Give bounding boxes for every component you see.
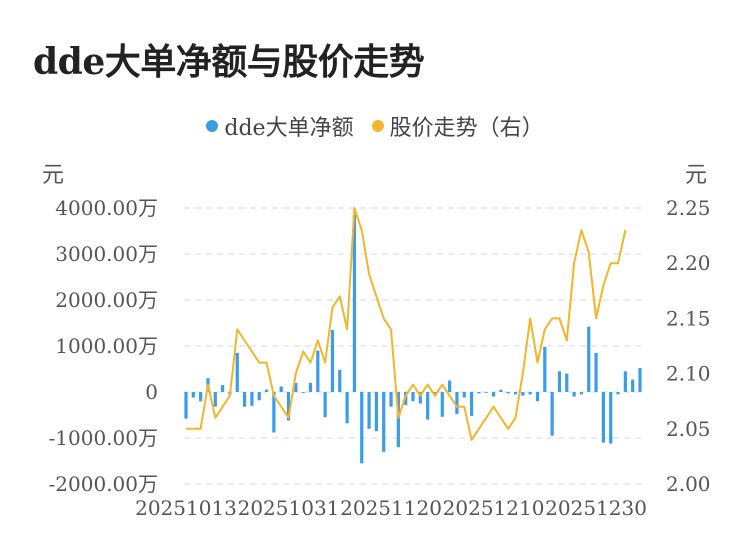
left-tick-label: 0	[145, 380, 158, 404]
dde-bar	[264, 389, 269, 392]
dde-bar	[521, 392, 525, 396]
dde-bar	[528, 392, 532, 395]
dde-bar	[213, 392, 217, 407]
dde-bar	[484, 392, 488, 393]
dde-bar	[462, 392, 466, 398]
dde-bar	[389, 392, 393, 407]
dde-bar	[360, 392, 364, 464]
dde-bar	[455, 392, 459, 415]
dde-bar	[235, 352, 239, 392]
dde-bar	[433, 392, 437, 396]
left-tick-label: 3000.00万	[55, 242, 158, 266]
left-tick-label: -1000.00万	[49, 426, 158, 450]
dde-bar	[221, 385, 225, 392]
dde-bar	[477, 392, 481, 394]
dde-bar	[572, 392, 576, 397]
dde-bar	[623, 371, 627, 392]
right-tick-label: 2.20	[666, 251, 711, 275]
dde-bar	[616, 392, 620, 395]
dde-bar	[440, 392, 444, 417]
left-tick-label: 4000.00万	[55, 196, 158, 220]
legend-dot-orange	[371, 120, 384, 132]
right-tick-label: 2.05	[666, 417, 711, 441]
dde-bar	[330, 329, 335, 392]
dde-bar	[367, 392, 371, 429]
dde-bar	[352, 214, 357, 392]
dde-bar	[191, 392, 195, 398]
legend: dde大单净额 股价走势（右）	[0, 110, 750, 142]
dde-bar	[294, 382, 298, 392]
x-tick-label: 20251210	[443, 496, 545, 520]
chart-title: dde大单净额与股价走势	[33, 41, 425, 83]
dde-bar	[587, 326, 591, 392]
dde-bar	[565, 373, 569, 392]
right-tick-label: 2.15	[666, 306, 711, 330]
dde-bar	[513, 392, 518, 395]
dde-bar	[506, 392, 510, 394]
dde-bar	[323, 392, 327, 418]
right-tick-label: 2.10	[666, 362, 711, 386]
dde-bar	[382, 392, 386, 452]
dde-bar	[418, 392, 422, 404]
dde-bar	[272, 392, 276, 433]
dde-bar	[301, 392, 305, 393]
dde-bar	[411, 392, 415, 402]
dde-bar	[250, 392, 254, 406]
x-tick-label: 20251120	[340, 496, 442, 520]
right-tick-label: 2.25	[666, 196, 711, 220]
x-tick-label: 20251230	[545, 496, 647, 520]
right-tick-label: 2.00	[666, 472, 711, 496]
legend-label-price: 股价走势（右）	[389, 116, 544, 141]
x-tick-label: 20251013	[135, 496, 237, 520]
dde-bar	[499, 389, 503, 392]
dde-bar	[345, 392, 349, 424]
left-axis-unit: 元	[42, 163, 65, 188]
dde-bar	[448, 380, 452, 392]
dde-bar	[374, 392, 378, 432]
dde-bar	[242, 392, 247, 407]
dde-bar	[316, 350, 320, 392]
dde-bar	[601, 392, 605, 443]
dde-bar	[338, 369, 342, 392]
dde-bar	[199, 392, 203, 402]
left-tick-label: -2000.00万	[49, 472, 158, 496]
dde-bar	[594, 352, 598, 392]
dde-bar	[426, 392, 430, 420]
dde-bar	[579, 392, 584, 395]
right-axis-unit: 元	[685, 163, 708, 188]
x-tick-label: 20251031	[238, 496, 340, 520]
dde-bar	[550, 392, 554, 436]
dde-bar	[535, 392, 540, 402]
legend-label-dde: dde大单净额	[224, 116, 354, 141]
left-tick-label: 1000.00万	[55, 334, 158, 358]
dde-bar	[557, 371, 562, 392]
left-tick-label: 2000.00万	[55, 288, 158, 312]
dde-bar	[396, 392, 400, 448]
legend-dot-blue	[206, 120, 219, 132]
legend-item-dde[interactable]: dde大单净额	[206, 110, 354, 142]
dde-bar	[469, 392, 474, 416]
dde-bar	[279, 386, 283, 392]
dde-bar	[631, 379, 635, 392]
dde-bar	[286, 392, 291, 421]
dde-bar	[491, 392, 496, 397]
dde-bar	[609, 392, 613, 444]
dde-bar	[257, 392, 261, 401]
dde-bar	[308, 382, 313, 392]
legend-item-price[interactable]: 股价走势（右）	[371, 110, 544, 142]
dde-bar	[184, 392, 188, 419]
price-line	[186, 207, 627, 441]
dde-bar	[638, 368, 642, 392]
dde-bar	[543, 346, 547, 392]
